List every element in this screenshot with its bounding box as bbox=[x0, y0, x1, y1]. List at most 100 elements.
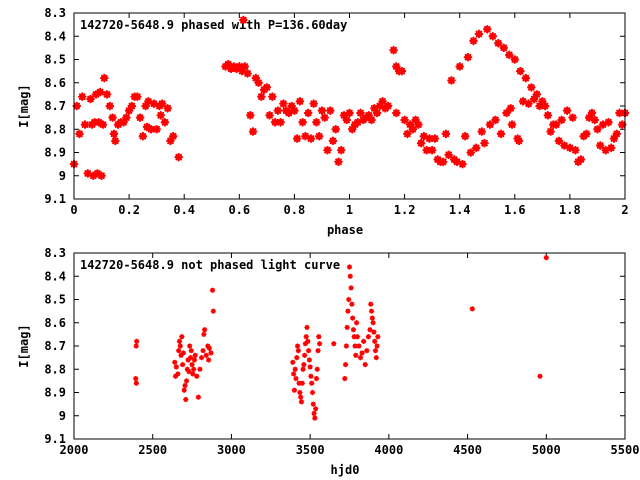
unphased-data-point bbox=[311, 410, 317, 417]
unphased-data-point bbox=[180, 350, 187, 356]
unphased-y-tick-label: 8.8 bbox=[44, 362, 66, 376]
unphased-data-point bbox=[305, 338, 311, 345]
unphased-data-point bbox=[183, 396, 189, 403]
phased-x-tick-label: 1 bbox=[346, 203, 353, 217]
unphased-data-point bbox=[374, 343, 380, 349]
unphased-x-axis-label: hjd0 bbox=[331, 463, 360, 477]
unphased-data-point bbox=[371, 329, 377, 335]
unphased-data-point bbox=[206, 345, 213, 352]
phased-data-point bbox=[532, 90, 542, 99]
phased-data-point bbox=[560, 141, 569, 150]
unphased-data-point bbox=[210, 308, 217, 314]
phased-data-point bbox=[535, 101, 544, 111]
phased-data-point bbox=[518, 97, 528, 106]
phased-data-point bbox=[582, 129, 591, 139]
unphased-data-point bbox=[315, 347, 321, 354]
unphased-data-point bbox=[299, 380, 305, 386]
phased-data-point bbox=[317, 106, 327, 115]
unphased-data-point bbox=[203, 352, 209, 359]
unphased-data-point bbox=[197, 366, 203, 372]
phased-data-point bbox=[521, 73, 531, 83]
phased-data-point bbox=[540, 101, 550, 111]
unphased-data-point bbox=[350, 327, 357, 333]
unphased-data-point bbox=[346, 296, 352, 303]
unphased-x-tick-label: 4000 bbox=[374, 443, 403, 457]
unphased-data-point bbox=[306, 357, 313, 363]
unphased-data-point bbox=[371, 338, 378, 345]
phased-data-point bbox=[554, 136, 564, 146]
phased-data-point bbox=[149, 99, 159, 108]
phased-data-point bbox=[493, 38, 503, 48]
phased-data-point bbox=[105, 101, 115, 111]
phased-data-point bbox=[133, 92, 142, 102]
phased-y-axis-label: I[mag] bbox=[17, 84, 31, 127]
unphased-data-point bbox=[369, 315, 376, 321]
phased-data-point bbox=[246, 110, 255, 120]
phased-data-point bbox=[458, 159, 467, 169]
phased-data-point bbox=[571, 145, 580, 155]
unphased-data-point bbox=[303, 333, 309, 340]
phased-data-point bbox=[444, 150, 453, 160]
unphased-data-point bbox=[290, 359, 296, 365]
unphased-data-point bbox=[301, 352, 308, 359]
phased-data-point bbox=[383, 101, 393, 111]
phased-data-point bbox=[543, 110, 553, 120]
unphased-x-tick-label: 2000 bbox=[60, 443, 89, 457]
unphased-data-point bbox=[342, 361, 349, 368]
phased-data-point bbox=[504, 50, 514, 60]
unphased-data-point bbox=[309, 389, 316, 396]
phased-data-point bbox=[529, 94, 539, 104]
phased-data-point bbox=[301, 131, 310, 141]
phased-data-point bbox=[378, 97, 387, 106]
phased-data-point bbox=[372, 108, 382, 118]
phased-data-point bbox=[336, 145, 346, 155]
phased-x-tick-label: 2 bbox=[621, 203, 628, 217]
phased-data-point bbox=[477, 127, 487, 136]
phased-data-point bbox=[292, 134, 302, 143]
phased-data-point bbox=[595, 141, 605, 150]
unphased-data-point bbox=[305, 347, 312, 354]
phased-data-point bbox=[303, 108, 313, 118]
phased-data-point bbox=[400, 115, 409, 125]
unphased-data-point bbox=[194, 373, 200, 379]
phased-data-point bbox=[111, 136, 120, 146]
phased-data-point bbox=[612, 129, 622, 139]
phased-data-point bbox=[265, 110, 274, 120]
unphased-data-point bbox=[348, 285, 354, 291]
unphased-data-point bbox=[314, 366, 320, 372]
phased-data-points bbox=[69, 15, 630, 181]
unphased-data-point bbox=[190, 371, 196, 377]
phased-data-point bbox=[557, 115, 566, 125]
unphased-data-point bbox=[192, 352, 198, 359]
phased-plot: 142720-5648.9 phased with P=136.60day ph… bbox=[17, 6, 630, 237]
phased-data-point bbox=[485, 120, 495, 129]
unphased-data-point bbox=[179, 333, 185, 340]
phased-data-point bbox=[75, 129, 84, 139]
unphased-data-point bbox=[293, 375, 299, 382]
unphased-data-point bbox=[537, 373, 543, 379]
phased-x-tick-label: 0.4 bbox=[173, 203, 195, 217]
phased-data-point bbox=[279, 99, 288, 108]
unphased-data-point bbox=[349, 301, 355, 307]
unphased-data-point bbox=[331, 340, 337, 347]
unphased-data-point bbox=[189, 361, 195, 368]
phased-data-point bbox=[160, 117, 170, 127]
phased-data-point bbox=[342, 115, 352, 125]
phased-data-point bbox=[323, 145, 332, 155]
phased-data-point bbox=[298, 117, 307, 127]
phased-data-point bbox=[598, 120, 608, 129]
unphased-data-point bbox=[294, 354, 300, 361]
unphased-x-tick-label: 2500 bbox=[138, 443, 167, 457]
phased-data-point bbox=[331, 124, 341, 134]
unphased-data-point bbox=[362, 361, 368, 368]
phased-data-point bbox=[471, 143, 481, 153]
unphased-data-point bbox=[291, 387, 298, 393]
unphased-data-point bbox=[373, 354, 379, 361]
phased-data-point bbox=[325, 106, 335, 115]
phased-data-point bbox=[565, 143, 575, 153]
phased-data-point bbox=[447, 76, 456, 85]
phased-data-point bbox=[80, 120, 90, 129]
unphased-data-point bbox=[543, 254, 549, 261]
unphased-data-point bbox=[175, 371, 181, 377]
phased-y-tick-label: 8.5 bbox=[44, 53, 66, 67]
